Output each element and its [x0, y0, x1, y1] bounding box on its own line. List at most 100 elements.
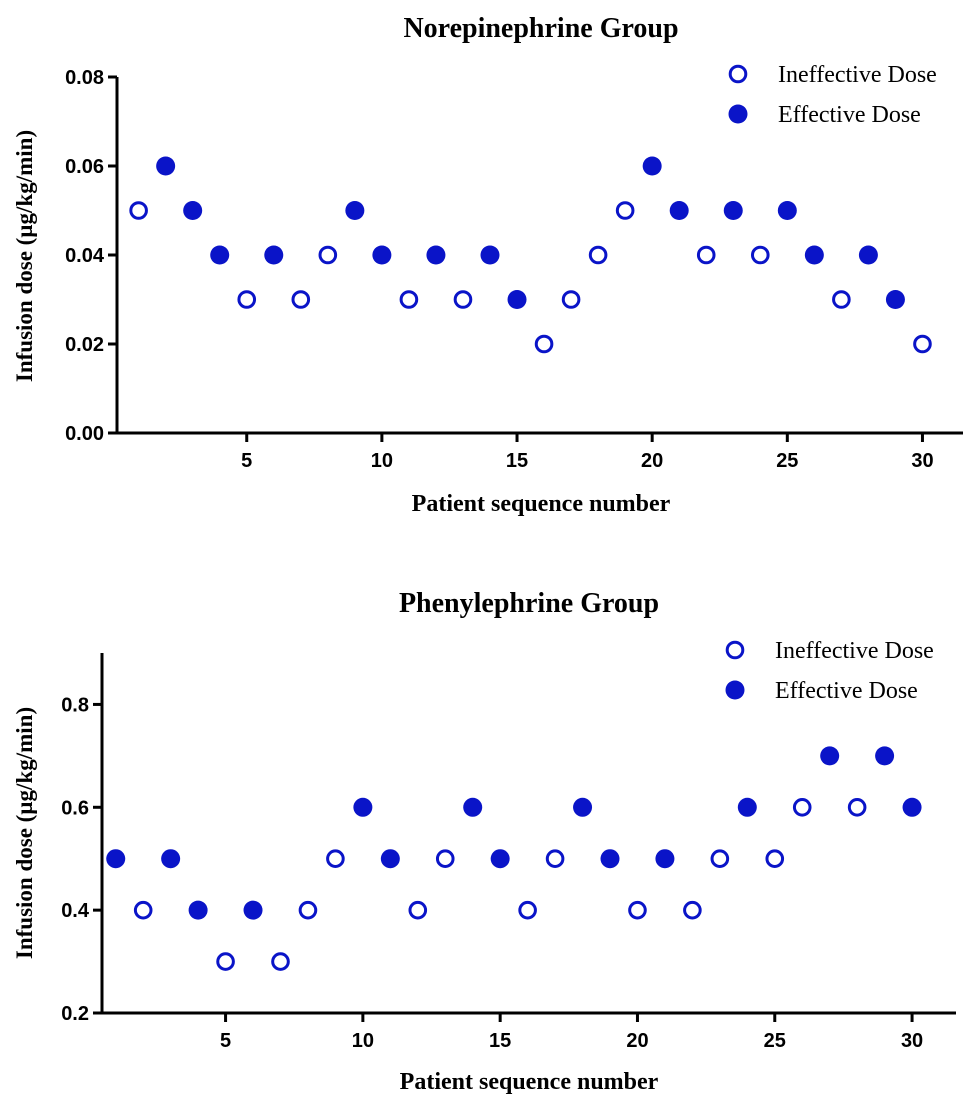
- effective-dose-point: [480, 245, 500, 265]
- ineffective-dose-point: [913, 334, 932, 354]
- data-points: [129, 156, 932, 354]
- x-axis-label: Patient sequence number: [412, 491, 671, 517]
- effective-dose-point: [804, 245, 824, 265]
- effective-dose-point: [858, 245, 878, 265]
- ineffective-dose-point: [326, 849, 345, 869]
- ineffective-dose-point: [271, 952, 290, 971]
- effective-dose-point: [345, 201, 365, 220]
- effective-dose-point: [490, 849, 510, 869]
- y-axis-label: Infusion dose (µg/kg/min): [12, 707, 37, 959]
- ineffective-dose-point: [408, 900, 428, 920]
- effective-dose-point: [642, 156, 662, 176]
- effective-dose-point: [426, 245, 446, 265]
- ineffective-dose-point: [683, 900, 702, 920]
- legend-label: Effective Dose: [775, 678, 918, 704]
- ineffective-dose-point: [435, 849, 455, 869]
- effective-dose-point: [885, 290, 905, 309]
- legend: Ineffective Dose Effective Dose: [728, 62, 937, 128]
- effective-dose-point: [353, 797, 373, 817]
- effective-dose-point: [264, 245, 284, 265]
- ineffective-dose-point: [832, 290, 851, 309]
- effective-dose-point: [820, 746, 840, 766]
- x-tick-label: 30: [911, 450, 933, 472]
- y-tick-label: 0.04: [65, 245, 105, 267]
- ineffective-dose-point: [399, 290, 419, 309]
- effective-dose-point: [507, 290, 527, 309]
- chart-title: Phenylephrine Group: [399, 588, 659, 619]
- ineffective-dose-point: [765, 849, 785, 869]
- ineffective-dose-point: [216, 952, 235, 971]
- chart-phenylephrine: Phenylephrine Group Infusion dose (µg/kg…: [12, 588, 956, 1095]
- ineffective-dose-point: [518, 900, 537, 920]
- y-tick-label: 0.4: [61, 900, 90, 922]
- ineffective-dose-point: [628, 900, 647, 920]
- y-tick-label: 0.02: [65, 334, 104, 356]
- legend-marker-open: [728, 64, 748, 84]
- ineffective-dose-point: [133, 900, 153, 920]
- effective-dose-point: [156, 156, 176, 176]
- x-tick-label: 15: [506, 450, 528, 472]
- x-tick-label: 20: [641, 450, 663, 472]
- ineffective-dose-point: [696, 245, 716, 265]
- effective-dose-point: [188, 900, 208, 920]
- data-points: [106, 746, 922, 971]
- ineffective-dose-point: [291, 290, 311, 309]
- effective-dose-point: [669, 201, 689, 220]
- x-tick-label: 10: [352, 1030, 374, 1052]
- legend-label: Ineffective Dose: [778, 62, 937, 88]
- ineffective-dose-point: [318, 245, 338, 265]
- effective-dose-point: [875, 746, 895, 766]
- legend: Ineffective Dose Effective Dose: [725, 638, 934, 704]
- ineffective-dose-point: [792, 797, 812, 817]
- ineffective-dose-point: [710, 849, 730, 869]
- axes: 0.2 0.4 0.6 0.8 5 10 15 20 25 30: [61, 653, 956, 1052]
- axes: 0.00 0.02 0.04 0.06 0.08 5 10 15 20 25 30: [65, 67, 963, 472]
- x-tick-label: 20: [626, 1030, 648, 1052]
- ineffective-dose-point: [534, 334, 554, 354]
- x-tick-label: 10: [371, 450, 393, 472]
- effective-dose-point: [183, 201, 203, 220]
- effective-dose-point: [723, 201, 743, 220]
- ineffective-dose-point: [750, 245, 770, 265]
- effective-dose-point: [737, 797, 757, 817]
- x-tick-label: 25: [764, 1030, 786, 1052]
- ineffective-dose-point: [545, 849, 565, 869]
- legend-label: Ineffective Dose: [775, 638, 934, 664]
- ineffective-dose-point: [588, 245, 608, 265]
- x-tick-label: 15: [489, 1030, 511, 1052]
- y-tick-label: 0.8: [61, 694, 89, 716]
- y-tick-label: 0.2: [61, 1003, 89, 1025]
- effective-dose-point: [380, 849, 400, 869]
- chart-norepinephrine: Norepinephrine Group Infusion dose (µg/k…: [12, 13, 963, 517]
- legend-marker-filled: [725, 680, 745, 700]
- effective-dose-point: [161, 849, 181, 869]
- x-tick-label: 25: [776, 450, 798, 472]
- x-tick-label: 30: [901, 1030, 923, 1052]
- effective-dose-point: [902, 797, 922, 817]
- effective-dose-point: [210, 245, 230, 265]
- y-axis-label: Infusion dose (µg/kg/min): [12, 130, 37, 382]
- y-tick-label: 0.6: [61, 797, 89, 819]
- legend-marker-filled: [728, 104, 748, 124]
- chart-title: Norepinephrine Group: [403, 13, 678, 44]
- y-tick-label: 0.08: [65, 67, 104, 89]
- y-tick-label: 0.00: [65, 423, 104, 445]
- effective-dose-point: [372, 245, 392, 265]
- ineffective-dose-point: [453, 290, 473, 309]
- effective-dose-point: [655, 849, 675, 869]
- ineffective-dose-point: [237, 290, 257, 309]
- legend-label: Effective Dose: [778, 102, 921, 128]
- effective-dose-point: [600, 849, 620, 869]
- x-tick-label: 5: [220, 1030, 231, 1052]
- x-tick-label: 5: [241, 450, 252, 472]
- x-axis-label: Patient sequence number: [400, 1069, 659, 1095]
- effective-dose-point: [573, 797, 593, 817]
- ineffective-dose-point: [129, 201, 148, 220]
- ineffective-dose-point: [615, 201, 635, 220]
- ineffective-dose-point: [847, 797, 867, 817]
- legend-marker-open: [725, 640, 745, 660]
- ineffective-dose-point: [298, 900, 318, 920]
- effective-dose-point: [243, 900, 263, 920]
- y-tick-label: 0.06: [65, 156, 104, 178]
